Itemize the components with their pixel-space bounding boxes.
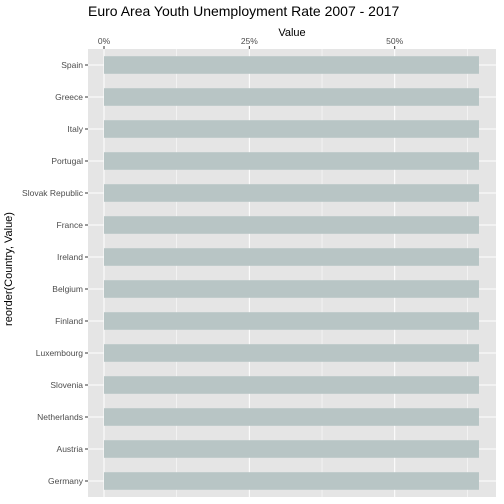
x-axis-ticks: 0% 25% 50%	[98, 36, 404, 49]
y-tick-label: Italy	[67, 124, 83, 134]
x-tick-label: 50%	[386, 36, 403, 46]
x-axis-title: Value	[278, 27, 305, 39]
bar	[104, 184, 479, 202]
y-tick-label: Slovak Republic	[22, 188, 84, 198]
bar	[104, 376, 479, 394]
y-tick-label: Spain	[61, 60, 83, 70]
bar	[104, 248, 479, 266]
bar	[104, 88, 479, 106]
bar	[104, 216, 479, 234]
chart-title: Euro Area Youth Unemployment Rate 2007 -…	[88, 3, 400, 19]
y-axis-title: reorder(Country, Value)	[3, 212, 15, 326]
y-tick-label: Netherlands	[37, 412, 83, 422]
plot-panel	[88, 49, 496, 497]
y-tick-label: France	[57, 220, 84, 230]
y-tick-label: Finland	[55, 316, 83, 326]
bar	[104, 472, 479, 490]
y-tick-label: Germany	[48, 476, 84, 486]
x-tick-label: 0%	[98, 36, 111, 46]
bar	[104, 408, 479, 426]
bar	[104, 120, 479, 138]
bar	[104, 344, 479, 362]
y-tick-label: Austria	[57, 444, 84, 454]
y-tick-label: Luxembourg	[36, 348, 84, 358]
y-tick-label: Slovenia	[50, 380, 83, 390]
bar	[104, 280, 479, 298]
y-tick-label: Ireland	[57, 252, 83, 262]
bar	[104, 152, 479, 170]
bar	[104, 440, 479, 458]
bar	[104, 312, 479, 330]
bar	[104, 56, 479, 74]
x-tick-label: 25%	[241, 36, 258, 46]
bars	[104, 56, 479, 490]
y-axis-ticks: Spain Greece Italy Portugal Slovak Republic F…	[22, 60, 88, 486]
y-tick-label: Belgium	[52, 284, 83, 294]
y-tick-label: Portugal	[51, 156, 83, 166]
y-tick-label: Greece	[55, 92, 83, 102]
